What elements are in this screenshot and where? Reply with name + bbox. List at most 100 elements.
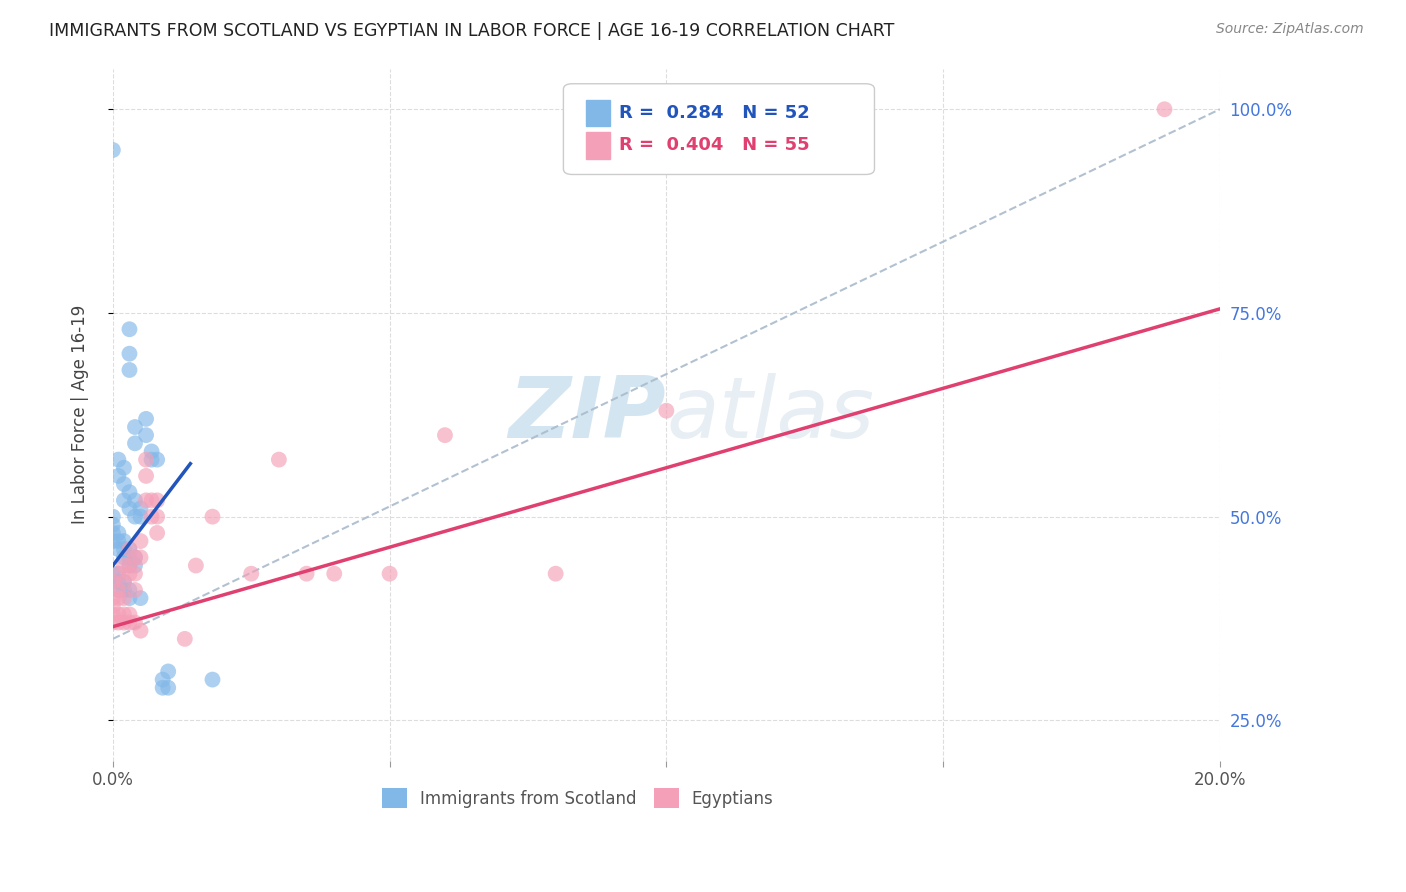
Point <box>655 403 678 417</box>
Point <box>112 558 135 573</box>
Text: atlas: atlas <box>666 373 875 457</box>
Point <box>323 566 346 581</box>
Point <box>129 591 152 606</box>
FancyBboxPatch shape <box>564 84 875 175</box>
Text: Source: ZipAtlas.com: Source: ZipAtlas.com <box>1216 22 1364 37</box>
Point <box>118 591 141 606</box>
Point <box>101 566 124 581</box>
Point <box>112 607 135 622</box>
Point <box>112 574 135 589</box>
Point <box>107 534 129 549</box>
Point <box>146 525 169 540</box>
Point <box>169 779 191 793</box>
Point <box>118 615 141 630</box>
Point <box>107 566 129 581</box>
Point <box>267 452 290 467</box>
Point <box>146 509 169 524</box>
Point <box>101 525 124 540</box>
Point <box>112 493 135 508</box>
Point <box>141 493 163 508</box>
Point <box>135 469 157 483</box>
Point <box>124 550 146 565</box>
Point <box>107 582 129 597</box>
Point <box>124 550 146 565</box>
Point <box>184 558 207 573</box>
Point <box>112 534 135 549</box>
Point <box>112 460 135 475</box>
Point <box>201 509 224 524</box>
Point <box>107 591 129 606</box>
Point <box>112 582 135 597</box>
Text: R =  0.284   N = 52: R = 0.284 N = 52 <box>619 103 810 122</box>
Point <box>101 517 124 532</box>
Point <box>157 779 180 793</box>
Point <box>118 550 141 565</box>
Point <box>118 566 141 581</box>
Point <box>118 542 141 557</box>
Point <box>124 566 146 581</box>
Point <box>157 779 180 793</box>
Point <box>821 779 844 793</box>
Point <box>101 509 124 524</box>
Point <box>101 591 124 606</box>
Point <box>118 558 141 573</box>
Point <box>157 681 180 695</box>
Point <box>124 493 146 508</box>
Point <box>129 534 152 549</box>
Point <box>240 566 263 581</box>
Point <box>101 534 124 549</box>
Point <box>135 412 157 426</box>
Point <box>118 607 141 622</box>
Point <box>107 582 129 597</box>
Point <box>101 607 124 622</box>
Point <box>107 574 129 589</box>
Point <box>107 469 129 483</box>
Point <box>101 574 124 589</box>
Point <box>295 566 318 581</box>
Point <box>124 436 146 450</box>
Y-axis label: In Labor Force | Age 16-19: In Labor Force | Age 16-19 <box>72 305 89 524</box>
Point <box>135 493 157 508</box>
Point <box>124 420 146 434</box>
Point <box>124 558 146 573</box>
Point <box>141 444 163 458</box>
Point <box>173 632 195 646</box>
Point <box>118 347 141 361</box>
Point <box>112 574 135 589</box>
Point <box>201 673 224 687</box>
Point <box>141 452 163 467</box>
Point <box>107 542 129 557</box>
Point <box>378 566 401 581</box>
Point <box>224 779 246 793</box>
Point <box>101 599 124 614</box>
Point <box>101 615 124 630</box>
Point <box>112 550 135 565</box>
Point <box>118 542 141 557</box>
Text: ZIP: ZIP <box>509 373 666 457</box>
Point <box>135 452 157 467</box>
Point <box>112 591 135 606</box>
Point <box>118 363 141 377</box>
Bar <box>585 132 610 159</box>
Point <box>129 509 152 524</box>
Point <box>124 615 146 630</box>
Point <box>118 322 141 336</box>
Point <box>124 509 146 524</box>
Point <box>124 582 146 597</box>
Point <box>152 673 174 687</box>
Point <box>112 542 135 557</box>
Point <box>107 615 129 630</box>
Point <box>112 477 135 491</box>
Point <box>544 566 567 581</box>
Point <box>129 624 152 638</box>
Point <box>101 574 124 589</box>
Point <box>118 558 141 573</box>
Point <box>157 665 180 679</box>
Point <box>152 681 174 695</box>
Point <box>932 779 955 793</box>
Point <box>135 428 157 442</box>
Text: IMMIGRANTS FROM SCOTLAND VS EGYPTIAN IN LABOR FORCE | AGE 16-19 CORRELATION CHAR: IMMIGRANTS FROM SCOTLAND VS EGYPTIAN IN … <box>49 22 894 40</box>
Point <box>141 509 163 524</box>
Point <box>146 493 169 508</box>
Point <box>107 607 129 622</box>
